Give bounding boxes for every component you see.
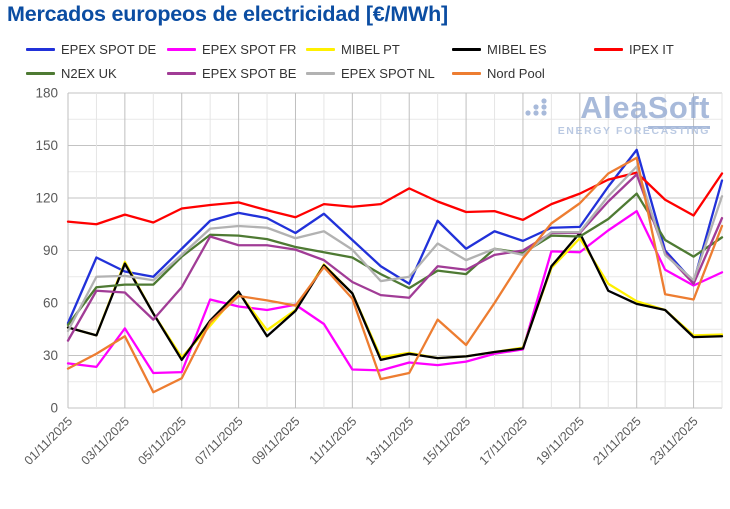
legend-swatch-mibel-es	[452, 47, 481, 51]
series-line-ipex-it	[66, 171, 724, 226]
legend-label: MIBEL ES	[487, 41, 547, 57]
aleasoft-watermark: AleaSoft ENERGY FORECASTING	[524, 90, 710, 137]
x-axis-tick-label: 05/11/2025	[135, 414, 189, 468]
legend: EPEX SPOT DE EPEX SPOT FR MIBEL PT MIBEL ES…	[26, 38, 716, 84]
legend-item-ipex-it: IPEX IT	[594, 38, 716, 60]
legend-item-mibel-pt: MIBEL PT	[306, 38, 452, 60]
legend-item-epex-spot-fr: EPEX SPOT FR	[167, 38, 306, 60]
legend-label: N2EX UK	[61, 65, 117, 81]
legend-label: IPEX IT	[629, 41, 674, 57]
x-axis-tick-label: 01/11/2025	[22, 414, 76, 468]
series-line-n2ex-uk	[66, 192, 724, 327]
y-axis-tick-label: 120	[35, 191, 58, 206]
y-axis-tick-label: 60	[43, 296, 58, 311]
legend-item-nord-pool: Nord Pool	[452, 62, 594, 84]
y-axis-tick-label: 150	[35, 138, 58, 153]
legend-swatch-mibel-pt	[306, 47, 335, 51]
legend-label: EPEX SPOT DE	[61, 41, 157, 57]
series-line-epex-spot-nl	[66, 165, 724, 333]
x-axis-tick-label: 17/11/2025	[477, 414, 531, 468]
legend-swatch-nord-pool	[452, 71, 481, 75]
legend-swatch-n2ex-uk	[26, 71, 55, 75]
chart-title: Mercados europeos de electricidad [€/MWh…	[7, 2, 449, 26]
x-axis-tick-label: 19/11/2025	[533, 414, 587, 468]
aleasoft-dots-icon	[525, 98, 547, 116]
x-axis-tick-label: 13/11/2025	[363, 414, 417, 468]
series-line-epex-spot-fr	[66, 209, 724, 375]
legend-item-epex-spot-nl: EPEX SPOT NL	[306, 62, 452, 84]
x-axis-tick-label: 11/11/2025	[307, 414, 360, 467]
legend-label: MIBEL PT	[341, 41, 400, 57]
legend-label: EPEX SPOT NL	[341, 65, 435, 81]
y-axis-tick-label: 0	[50, 401, 58, 416]
legend-item-mibel-es: MIBEL ES	[452, 38, 594, 60]
y-axis-tick-label: 30	[43, 348, 58, 363]
series-line-nord-pool	[66, 156, 724, 394]
legend-swatch-epex-spot-nl	[306, 71, 335, 75]
watermark-tagline: ENERGY FORECASTING	[557, 125, 710, 137]
legend-swatch-epex-spot-be	[167, 71, 196, 75]
watermark-text: AleaSoft ENERGY FORECASTING	[557, 90, 710, 137]
y-axis-tick-label: 180	[35, 86, 58, 101]
legend-swatch-ipex-it	[594, 47, 623, 51]
series-line-mibel-es	[66, 231, 724, 362]
legend-swatch-epex-spot-fr	[167, 47, 196, 51]
legend-swatch-epex-spot-de	[26, 47, 55, 51]
y-axis-tick-label: 90	[43, 243, 58, 258]
legend-item-n2ex-uk: N2EX UK	[26, 62, 167, 84]
x-axis-tick-label: 23/11/2025	[647, 414, 701, 468]
x-axis-tick-label: 09/11/2025	[249, 414, 303, 468]
legend-item-epex-spot-de: EPEX SPOT DE	[26, 38, 167, 60]
legend-label: Nord Pool	[487, 65, 545, 81]
series-line-epex-spot-de	[66, 148, 724, 325]
x-axis-tick-label: 03/11/2025	[79, 414, 133, 468]
x-axis-tick-label: 21/11/2025	[590, 414, 644, 468]
x-axis-tick-label: 15/11/2025	[420, 414, 474, 468]
watermark-brand: AleaSoft	[580, 90, 710, 129]
line-chart-plot: 0 30 60 90 120 150 180 01/11/2025 03/11/2025 05/1…	[22, 86, 724, 468]
legend-label: EPEX SPOT BE	[202, 65, 297, 81]
series-line-epex-spot-be	[66, 173, 724, 342]
legend-label: EPEX SPOT FR	[202, 41, 297, 57]
x-axis-tick-label: 07/11/2025	[192, 414, 246, 468]
legend-item-epex-spot-be: EPEX SPOT BE	[167, 62, 306, 84]
